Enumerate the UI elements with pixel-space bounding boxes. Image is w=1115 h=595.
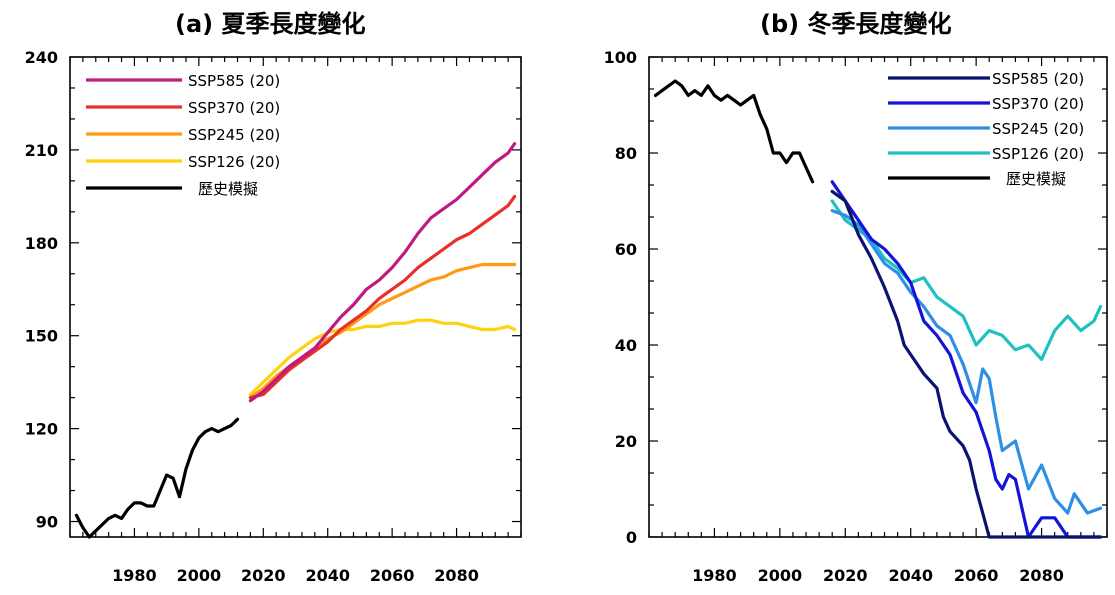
chart-b-series-line-ssp12620 [830, 199, 1103, 361]
chart-b-x-tick-label: 2000 [758, 566, 803, 585]
chart-b-y-tick-label: 0 [626, 528, 637, 547]
chart-a-x-tick-label: 2080 [434, 566, 479, 585]
chart-b-y-tick-label: 40 [615, 336, 637, 355]
chart-a-x-tick-label: 2000 [177, 566, 222, 585]
chart-a-series-line- [74, 417, 240, 539]
chart-b-x-tick-label: 2040 [888, 566, 933, 585]
chart-a-x-tick-label: 2040 [305, 566, 350, 585]
chart-b-series-line-ssp58520 [830, 189, 1103, 539]
chart-b-series-line-ssp24520 [830, 209, 1103, 515]
chart-a-y-tick-label: 180 [25, 234, 58, 253]
chart-b-series-line-ssp37020 [830, 180, 1103, 539]
chart-a-y-tick-label: 210 [25, 141, 58, 160]
chart-b-title: (b) 冬季長度變化 [760, 10, 952, 38]
chart-b-y-tick-label: 80 [615, 144, 637, 163]
chart-a-plot-frame [69, 56, 522, 538]
chart-b-plot-frame [648, 56, 1108, 538]
chart-a-y-tick-label: 120 [25, 420, 58, 439]
chart-a-legend-label: SSP370 (20) [188, 99, 280, 117]
chart-b-x-tick-label: 2020 [823, 566, 868, 585]
chart-a-y-tick-label: 150 [25, 327, 58, 346]
chart-a-x-tick-label: 2060 [370, 566, 415, 585]
chart-a-series-line-ssp37020 [248, 194, 517, 400]
chart-b-legend-label: 歷史模擬 [1006, 170, 1066, 188]
chart-a-legend-label: 歷史模擬 [198, 180, 258, 198]
chart-a-x-tick-label: 2020 [241, 566, 286, 585]
chart-a-legend-label: SSP126 (20) [188, 153, 280, 171]
chart-b-series-line- [653, 79, 815, 184]
chart-b-legend-label: SSP245 (20) [992, 120, 1084, 138]
chart-a-y-tick-label: 90 [36, 513, 58, 532]
chart-b-x-tick-label: 2060 [954, 566, 999, 585]
chart-b-y-tick-label: 100 [604, 48, 637, 67]
chart-a-y-tick-label: 240 [25, 48, 58, 67]
chart-b-legend-label: SSP126 (20) [992, 145, 1084, 163]
chart-a-legend-label: SSP585 (20) [188, 72, 280, 90]
chart-a-series-line-ssp58520 [248, 142, 517, 403]
chart-b-y-tick-label: 20 [615, 432, 637, 451]
chart-b-legend-label: SSP585 (20) [992, 70, 1084, 88]
chart-a-title: (a) 夏季長度變化 [175, 10, 366, 38]
chart-b-y-tick-label: 60 [615, 240, 637, 259]
chart-b-x-tick-label: 2080 [1019, 566, 1064, 585]
chart-a-series-line-ssp24520 [248, 262, 517, 400]
chart-b-x-tick-label: 1980 [692, 566, 737, 585]
chart-a-x-tick-label: 1980 [112, 566, 157, 585]
chart-a-series-line-ssp12620 [248, 318, 517, 397]
chart-a-legend-label: SSP245 (20) [188, 126, 280, 144]
chart-b-legend-label: SSP370 (20) [992, 95, 1084, 113]
